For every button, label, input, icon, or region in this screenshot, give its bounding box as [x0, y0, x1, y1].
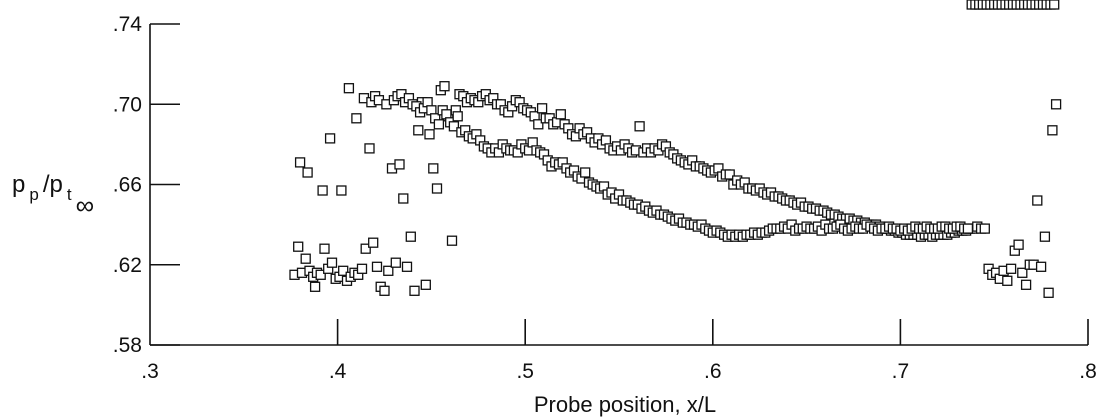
- x-tick-label: .5: [516, 360, 534, 383]
- data-point: [293, 241, 304, 252]
- y-label-sub2: t: [67, 185, 72, 204]
- x-tick-label: .3: [141, 360, 159, 383]
- y-label-sub3: ∞: [76, 190, 95, 220]
- x-tick-label: .8: [1079, 360, 1097, 383]
- data-point: [364, 143, 375, 154]
- data-point: [1050, 99, 1062, 110]
- y-tick-label: .66: [113, 174, 142, 197]
- data-point: [439, 81, 450, 92]
- data-point: [390, 257, 401, 268]
- data-point: [1039, 231, 1051, 242]
- data-point: [428, 163, 439, 174]
- data-point: [315, 269, 326, 280]
- data-point: [431, 183, 443, 194]
- y-label-base: p: [12, 171, 25, 198]
- data-point: [326, 257, 338, 268]
- x-ticks: .3 .4 .5 .6 .7 .8: [141, 319, 1097, 383]
- x-axis-title: Probe position, x/L: [534, 392, 716, 417]
- chart-axes: [149, 24, 1088, 346]
- data-point: [446, 235, 458, 246]
- data-point: [300, 253, 311, 264]
- data-point: [309, 281, 321, 292]
- data-point: [1043, 287, 1054, 298]
- data-point: [1020, 279, 1032, 290]
- y-ticks: .58 .62 .66 .70 .74: [113, 13, 180, 357]
- data-point: [319, 243, 330, 254]
- data-point: [448, 121, 460, 132]
- y-tick-label: .74: [113, 13, 143, 36]
- data-point: [555, 109, 566, 120]
- x-tick-label: .7: [892, 360, 910, 383]
- data-point: [424, 129, 435, 140]
- data-point: [1047, 125, 1058, 136]
- svg-text:p p /p t: p p /p t ∞: [12, 171, 94, 220]
- data-point: [452, 111, 463, 122]
- y-label-sub1: p: [29, 185, 38, 204]
- y-tick-label: .70: [113, 93, 142, 116]
- data-point: [420, 279, 431, 290]
- data-point: [413, 125, 424, 136]
- data-point: [356, 263, 368, 274]
- data-point: [1049, 0, 1060, 10]
- data-point: [383, 265, 394, 276]
- x-tick-label: .6: [704, 360, 722, 383]
- data-point: [302, 167, 313, 178]
- y-tick-label: .58: [113, 334, 142, 357]
- data-point: [962, 223, 974, 234]
- data-point: [379, 285, 390, 296]
- data-point: [351, 113, 362, 124]
- data-point: [394, 159, 405, 170]
- data-point: [634, 121, 645, 132]
- data-point: [343, 83, 355, 94]
- data-point: [1035, 261, 1047, 272]
- data-point: [1002, 275, 1013, 286]
- y-label-slash: /p: [43, 171, 63, 198]
- data-point: [336, 185, 347, 196]
- data-point: [1017, 267, 1028, 278]
- data-point: [360, 243, 371, 254]
- y-tick-label: .62: [113, 254, 142, 277]
- data-point: [401, 261, 413, 272]
- data-point: [368, 237, 379, 248]
- data-point: [1005, 263, 1017, 274]
- data-point: [338, 265, 349, 276]
- x-tick-label: .4: [329, 360, 347, 383]
- data-point: [409, 285, 420, 296]
- data-point: [433, 119, 445, 130]
- data-points: [289, 0, 1062, 298]
- data-point: [580, 167, 591, 178]
- data-point: [398, 193, 409, 204]
- data-point: [536, 103, 548, 114]
- data-point: [979, 223, 990, 234]
- y-axis-title: p p /p t ∞: [12, 171, 94, 220]
- data-point: [324, 133, 336, 144]
- data-point: [405, 231, 416, 242]
- data-point: [1013, 239, 1024, 250]
- data-point: [294, 157, 306, 168]
- data-point: [1032, 195, 1043, 206]
- data-point: [533, 119, 544, 130]
- data-point: [317, 185, 328, 196]
- data-point: [724, 169, 735, 180]
- data-point: [371, 261, 383, 272]
